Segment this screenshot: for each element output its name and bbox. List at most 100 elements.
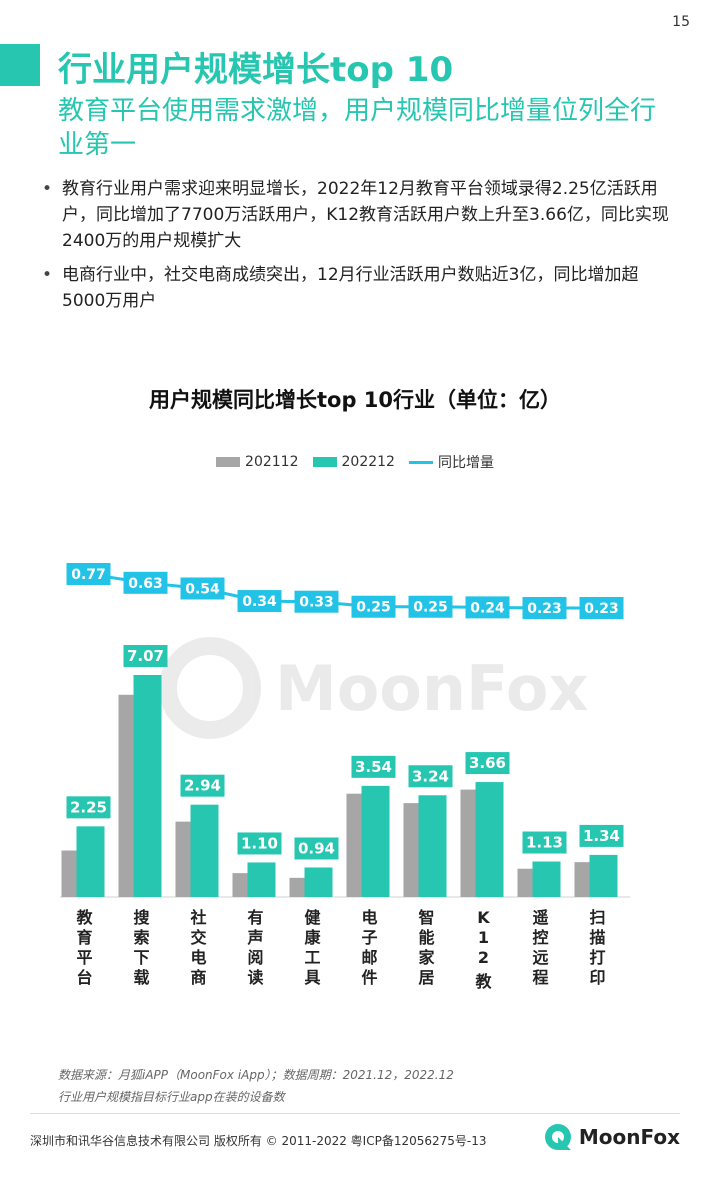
- data-label-box: [180, 774, 225, 797]
- page-title: 行业用户规模增长top 10: [58, 50, 454, 90]
- bar-202112: [175, 821, 191, 897]
- line-data-label: 0.23: [527, 601, 562, 617]
- category-label-char: 子: [361, 928, 377, 947]
- category-label-char: 2: [478, 948, 489, 967]
- data-label: 1.10: [241, 834, 278, 852]
- line-label-box: [123, 571, 168, 594]
- category-label-char: 工: [304, 948, 320, 967]
- definition-note: 行业用户规模指目标行业app在装的设备数: [58, 1090, 285, 1104]
- data-label: 3.54: [355, 758, 392, 776]
- legend-item-yoy: 同比增量: [408, 452, 494, 472]
- legend-label: 202112: [245, 454, 299, 470]
- line-label-box: [294, 590, 339, 613]
- page-number: 15: [672, 14, 690, 30]
- category-label-char: 邮: [361, 948, 377, 967]
- watermark-icon: [159, 637, 261, 739]
- bar-202112: [574, 862, 590, 897]
- source-note: 数据来源：月狐iAPP（MoonFox iApp）；数据周期：2021.12，2…: [58, 1068, 454, 1082]
- category-label-char: 下: [133, 948, 149, 967]
- bullet-item: 电商行业中，社交电商成绩突出，12月行业活跃用户数贴近3亿，同比增加超5000万…: [40, 262, 680, 314]
- legend-label: 同比增量: [437, 455, 494, 471]
- category-label-char: 居: [418, 968, 434, 987]
- category-label-char: 远: [532, 948, 548, 967]
- data-label-box: [123, 645, 168, 667]
- source-notes: 数据来源：月狐iAPP（MoonFox iApp）；数据周期：2021.12，2…: [58, 1064, 454, 1108]
- category-label-char: 育: [76, 928, 92, 947]
- category-label-char: 具: [304, 968, 320, 987]
- line-series-path: [88, 572, 602, 610]
- data-label-box: [66, 796, 111, 819]
- watermark: MoonFox: [159, 637, 588, 739]
- category-label-char: 载: [133, 968, 149, 987]
- category-label-char: 社: [189, 908, 206, 927]
- line-label-box: [465, 596, 510, 619]
- line-data-label: 0.25: [356, 600, 391, 616]
- data-label-box: [294, 837, 339, 860]
- line-data-label: 0.24: [470, 600, 505, 616]
- data-label: 1.34: [583, 827, 620, 845]
- line-label-box: [66, 563, 111, 585]
- data-label-box: [465, 752, 510, 775]
- line-data-label: 0.23: [584, 601, 619, 617]
- category-label-char: 搜: [133, 908, 150, 927]
- category-label-char: 阅: [247, 948, 263, 967]
- category-label-char: 家: [418, 948, 435, 967]
- legend-item-202212: 202212: [312, 452, 395, 472]
- category-label-char: 有: [247, 908, 263, 927]
- chart-legend: 202112 202212 同比增量: [0, 452, 710, 472]
- watermark-text: MoonFox: [275, 652, 588, 725]
- category-label-char: 索: [133, 928, 149, 947]
- category-label-char: 遥: [532, 908, 548, 927]
- bar-202212: [532, 861, 561, 897]
- bar-202212: [589, 854, 618, 897]
- line-data-label: 0.25: [413, 600, 448, 616]
- bar-202112: [346, 793, 362, 897]
- line-label-box: [351, 595, 396, 618]
- bar-202112: [118, 694, 134, 897]
- data-label: 3.24: [412, 767, 449, 785]
- data-label: 7.07: [127, 647, 164, 665]
- bar-202112: [517, 868, 533, 897]
- line-label-box: [579, 597, 624, 619]
- category-label-char: 打: [589, 948, 605, 967]
- category-label-char: 交: [190, 928, 206, 947]
- legend-label: 202212: [341, 454, 395, 470]
- bar-202212: [304, 867, 333, 897]
- bar-202212: [475, 782, 504, 897]
- bar-202112: [403, 803, 419, 897]
- bar-202212: [418, 795, 447, 897]
- category-label-char: 教: [76, 908, 93, 927]
- line-data-label: 0.77: [71, 567, 106, 583]
- data-label-box: [579, 824, 624, 847]
- moonfox-logo: MoonFox: [543, 1122, 680, 1152]
- category-label-char: 电: [190, 948, 206, 967]
- bar-202212: [361, 785, 390, 897]
- bullet-list: 教育行业用户需求迎来明显增长，2022年12月教育平台领域录得2.25亿活跃用户…: [40, 176, 680, 322]
- category-label-char: 康: [304, 928, 321, 947]
- line-label-box: [522, 597, 567, 619]
- chart-title: 用户规模同比增长top 10行业（单位：亿）: [148, 388, 562, 412]
- category-label-char: 印: [589, 968, 605, 987]
- category-label-char: 控: [532, 928, 548, 947]
- data-label-box: [351, 755, 396, 778]
- footer-divider: [30, 1113, 680, 1114]
- bar-202112: [460, 789, 476, 897]
- bar-202212: [133, 675, 162, 897]
- bar-202212: [247, 862, 276, 897]
- line-data-label: 0.34: [242, 594, 277, 610]
- data-label: 0.94: [298, 839, 335, 857]
- logo-text: MoonFox: [578, 1125, 680, 1149]
- legend-item-202112: 202112: [216, 452, 299, 472]
- category-label-char: 能: [418, 928, 434, 947]
- category-label-char: 平: [76, 948, 92, 967]
- legend-swatch-teal: [312, 457, 337, 467]
- data-label: 3.66: [469, 754, 506, 772]
- line-data-label: 0.33: [299, 595, 334, 611]
- category-label-char: 商: [190, 968, 206, 987]
- bar-202112: [61, 850, 77, 897]
- bar-202212: [190, 804, 219, 897]
- category-label-char: 健: [304, 908, 320, 927]
- legend-swatch-gray: [216, 457, 241, 467]
- category-label-char: 扫: [589, 908, 605, 927]
- category-label-char: 声: [246, 928, 263, 947]
